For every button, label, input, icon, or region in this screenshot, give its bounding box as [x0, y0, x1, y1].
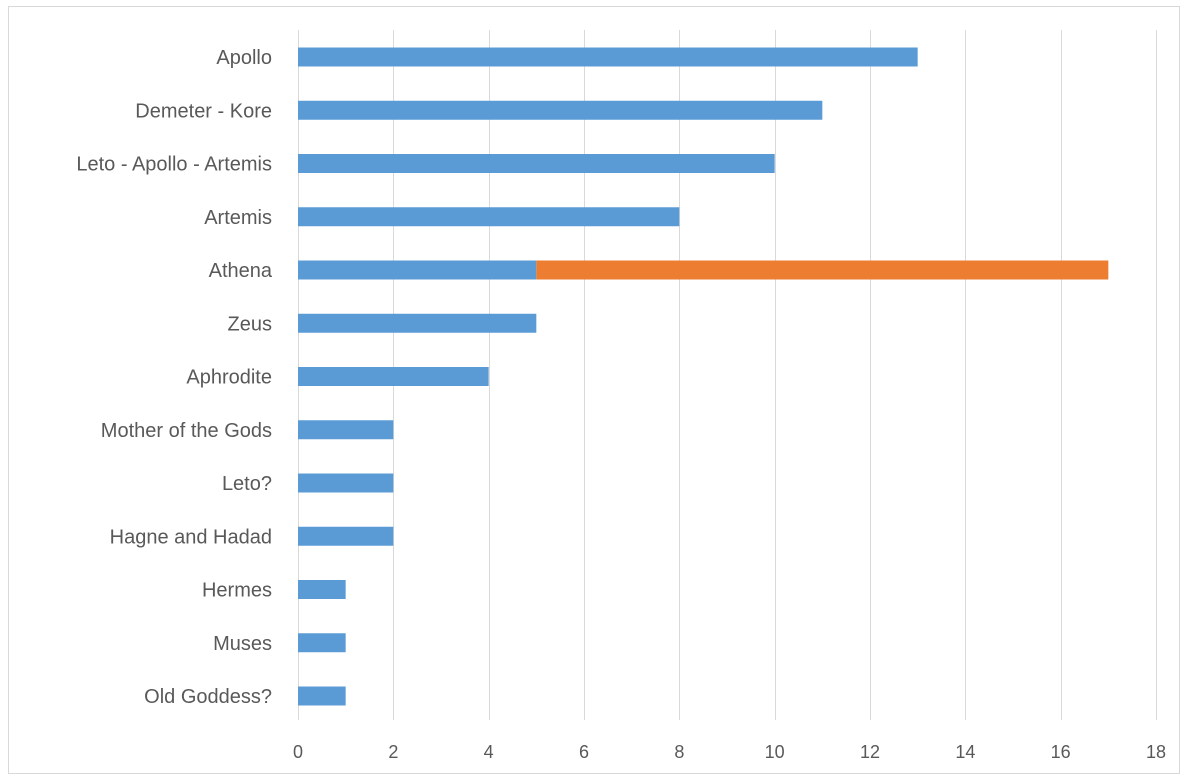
bar-series-1 — [298, 260, 537, 280]
x-tick-label: 10 — [765, 742, 785, 762]
bar-series-2 — [536, 260, 1109, 280]
x-tick-label: 0 — [293, 742, 303, 762]
category-label: Leto? — [222, 473, 272, 495]
bar-series-1 — [298, 473, 394, 493]
bar-series-1 — [298, 100, 823, 120]
category-label: Leto - Apollo - Artemis — [76, 154, 272, 176]
category-label: Mother of the Gods — [101, 420, 272, 442]
category-label: Artemis — [204, 207, 272, 229]
x-tick-label: 16 — [1051, 742, 1071, 762]
bar-series-1 — [298, 633, 346, 653]
x-tick-label: 18 — [1146, 742, 1166, 762]
x-tick-label: 6 — [579, 742, 589, 762]
category-label: Muses — [213, 633, 272, 655]
category-label: Apollo — [216, 47, 272, 69]
x-tick-label: 14 — [955, 742, 975, 762]
category-label: Old Goddess? — [144, 686, 272, 708]
bar-series-1 — [298, 47, 918, 67]
category-label: Aphrodite — [186, 367, 272, 389]
category-label: Hermes — [202, 580, 272, 602]
category-label: Athena — [209, 260, 273, 282]
bar-series-1 — [298, 313, 537, 333]
bar-series-1 — [298, 420, 394, 440]
bar-series-1 — [298, 580, 346, 599]
x-tick-label: 4 — [484, 742, 494, 762]
category-label: Hagne and Hadad — [110, 526, 272, 548]
bar-series-1 — [298, 367, 489, 386]
bar-series-1 — [298, 526, 394, 546]
category-label: Demeter - Kore — [135, 100, 272, 122]
chart-frame — [8, 6, 1180, 774]
x-tick-label: 8 — [674, 742, 684, 762]
x-tick-label: 2 — [388, 742, 398, 762]
x-tick-label: 12 — [860, 742, 880, 762]
category-label: Zeus — [228, 313, 272, 335]
bar-series-1 — [298, 154, 775, 173]
bar-series-1 — [298, 207, 680, 227]
bar-series-1 — [298, 686, 346, 706]
